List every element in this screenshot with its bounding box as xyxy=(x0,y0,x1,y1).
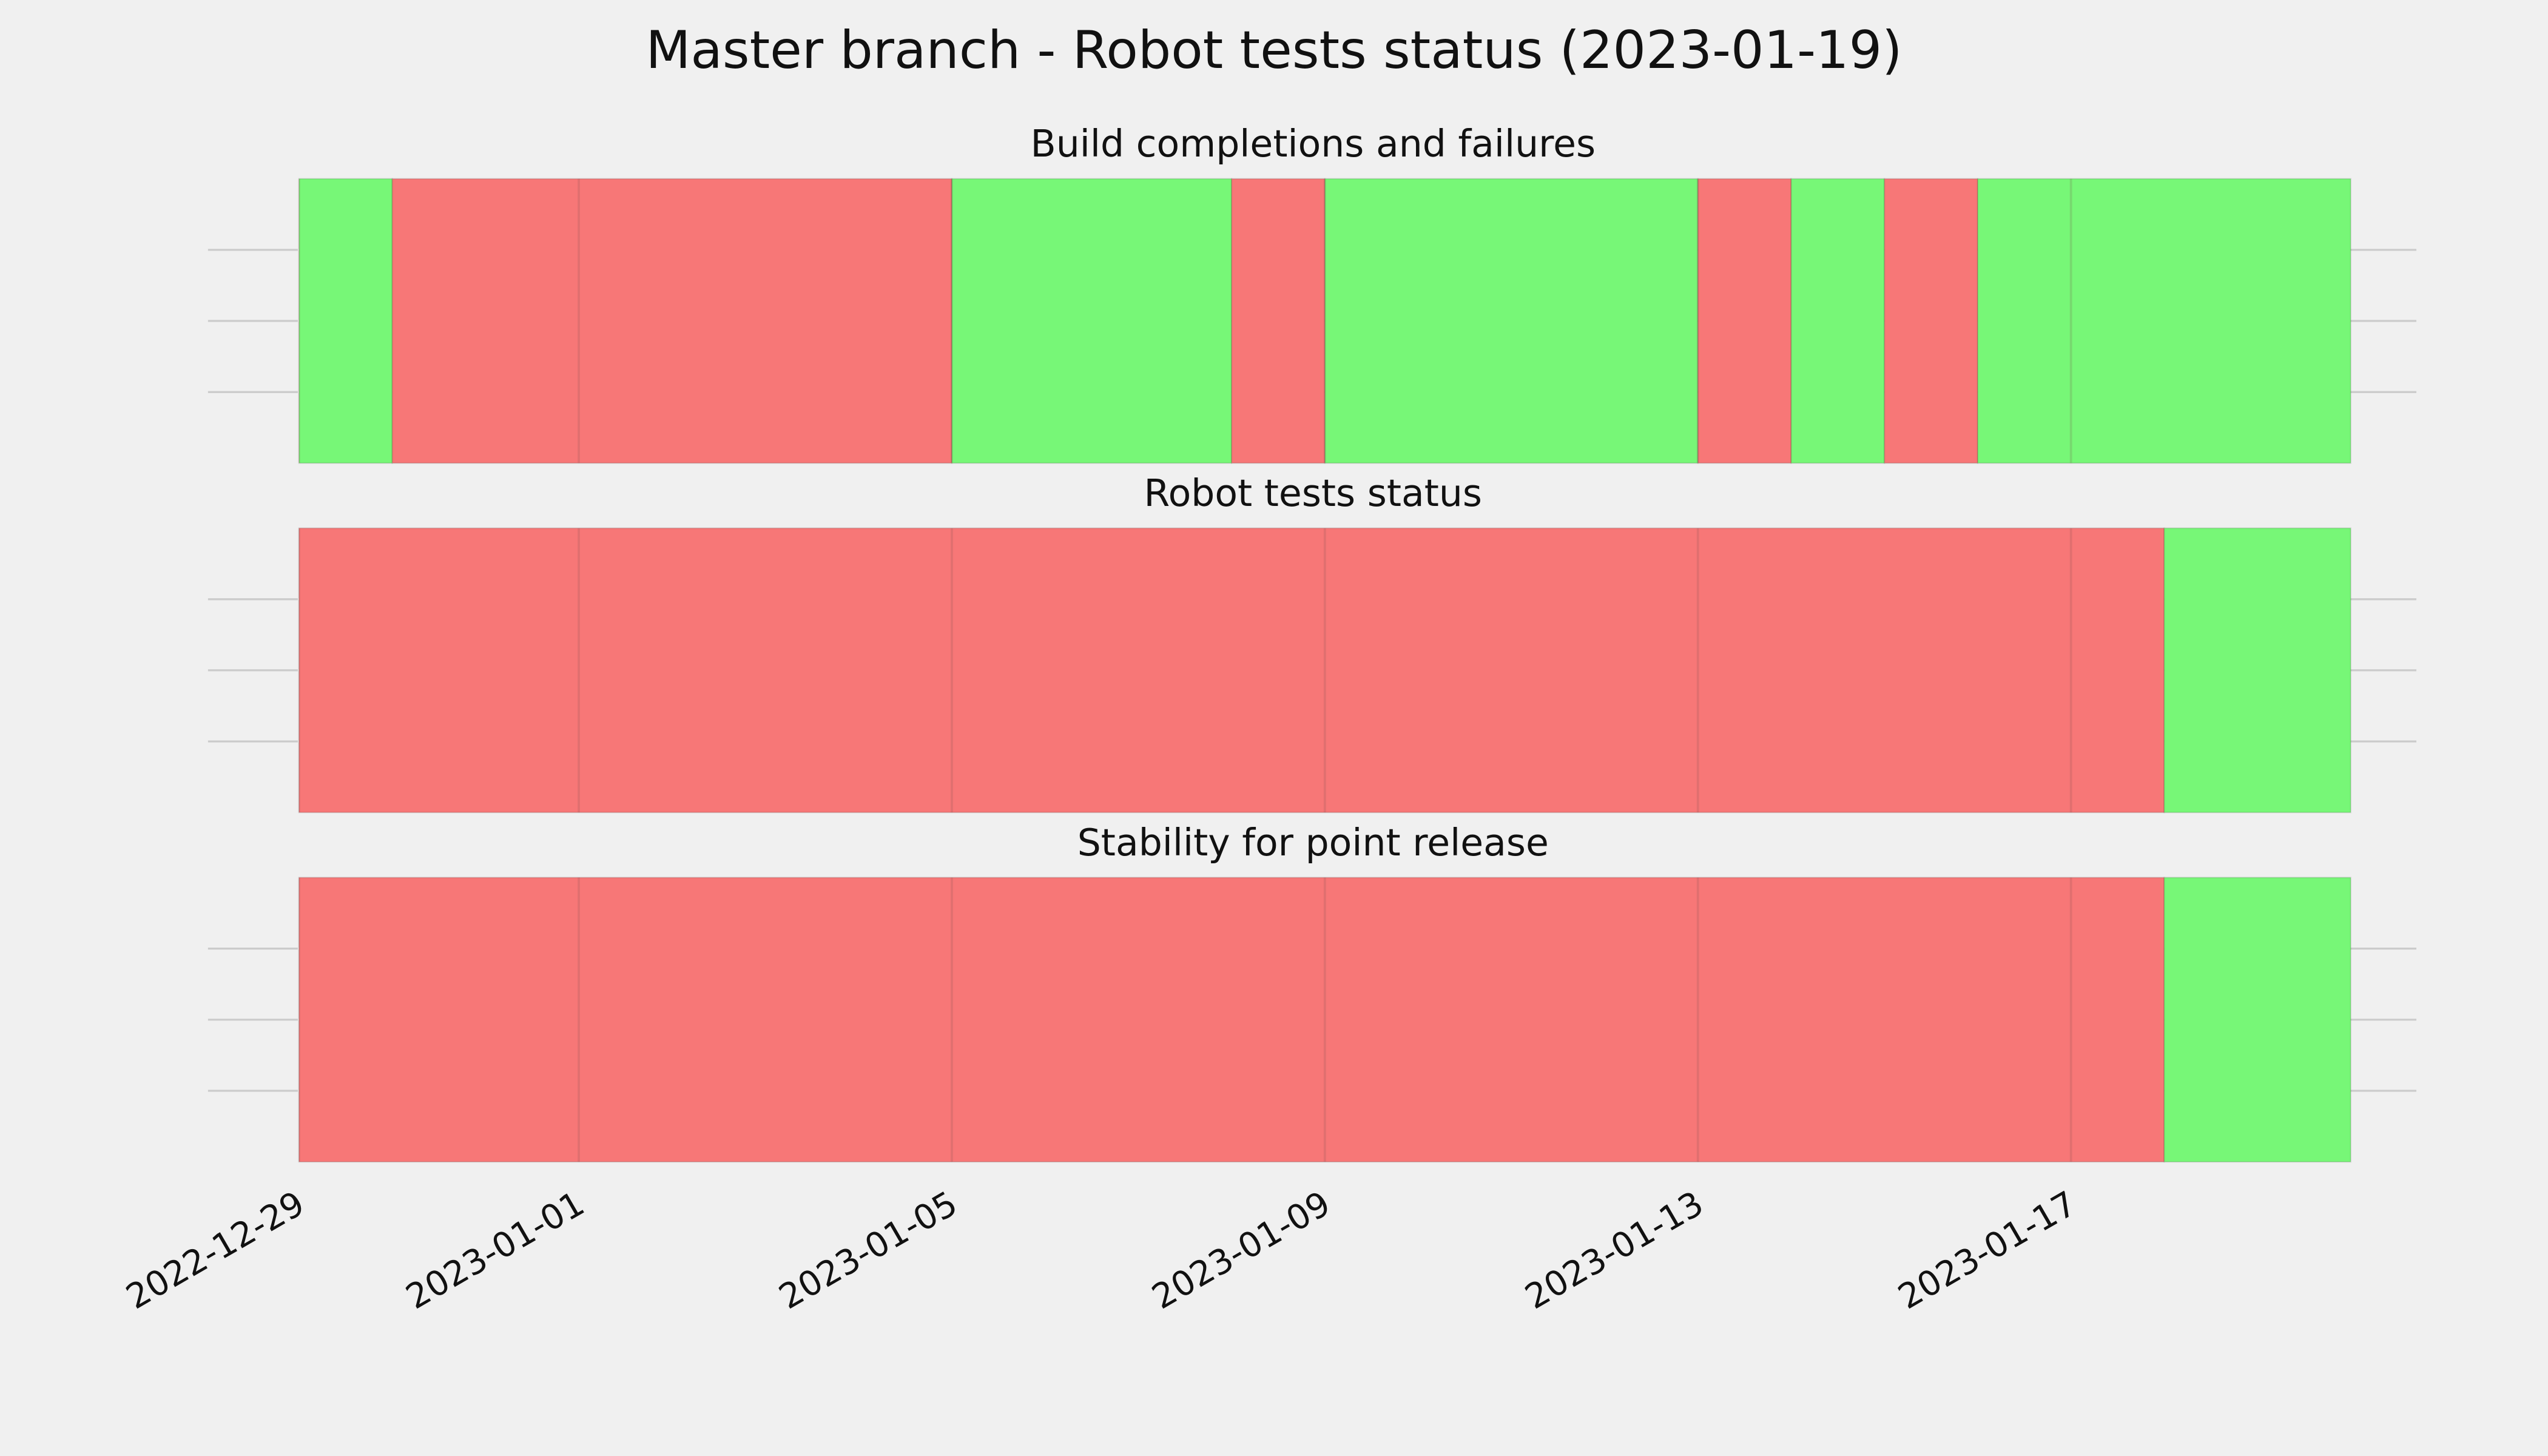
status-span xyxy=(298,527,2165,814)
status-span xyxy=(951,178,1233,464)
status-span xyxy=(1790,178,1886,464)
status-span xyxy=(391,178,953,464)
status-span xyxy=(2163,527,2351,814)
status-span xyxy=(1977,178,2351,464)
status-span xyxy=(298,178,393,464)
status-span xyxy=(2163,877,2351,1163)
panel-title: Stability for point release xyxy=(1077,821,1549,864)
panel-title: Build completions and failures xyxy=(1030,122,1596,166)
chart-title: Master branch - Robot tests status (2023… xyxy=(645,20,1902,81)
status-span xyxy=(1324,178,1699,464)
panel-title: Robot tests status xyxy=(1144,471,1482,515)
status-span xyxy=(1884,178,1979,464)
status-span xyxy=(1231,178,1326,464)
status-span xyxy=(298,877,2165,1163)
status-span xyxy=(1697,178,1792,464)
